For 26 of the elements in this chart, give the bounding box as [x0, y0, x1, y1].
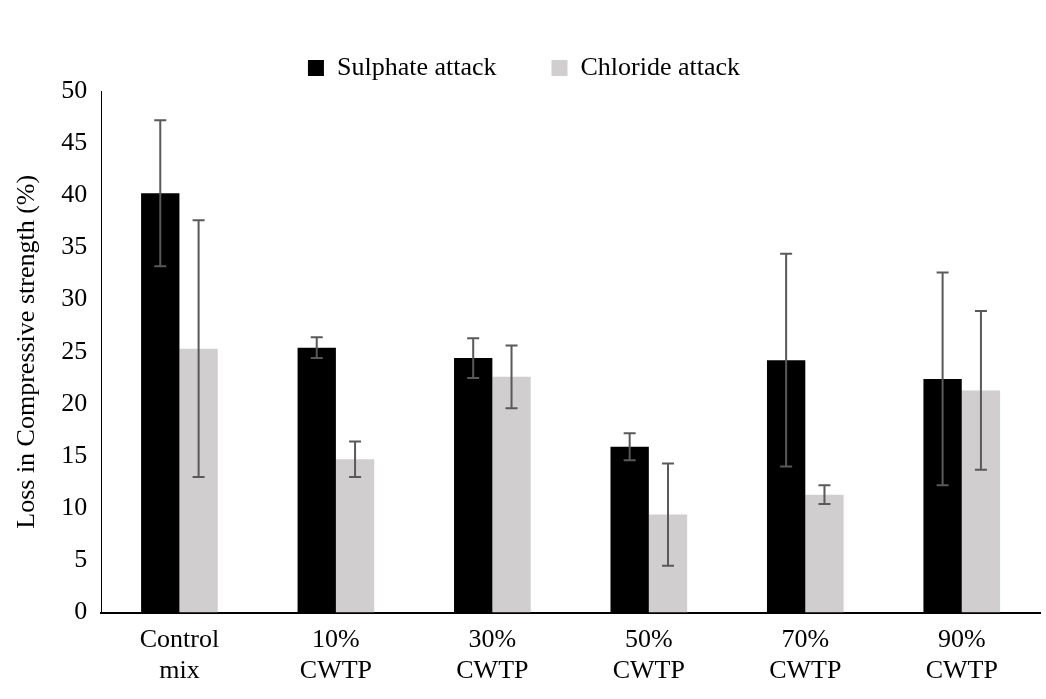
bar: [335, 459, 375, 613]
legend-label: Sulphate attack: [336, 51, 497, 81]
bar: [961, 390, 1001, 613]
x-tick-label: 50% CWTP: [612, 624, 685, 685]
y-tick-label: 40: [61, 179, 88, 209]
y-tick-label: 20: [61, 387, 88, 417]
y-tick-label: 15: [61, 439, 88, 469]
y-tick-label: 45: [61, 126, 88, 156]
legend-label: Chloride attack: [580, 51, 741, 81]
y-axis-title: Loss in Compressive strength (%): [11, 174, 41, 529]
bar: [179, 348, 218, 613]
x-tick-label: Control mix: [139, 624, 220, 685]
y-tick-label: 50: [61, 74, 88, 104]
x-tick-label: 90% CWTP: [925, 624, 998, 685]
y-tick-label: 25: [61, 335, 88, 365]
bar: [492, 376, 531, 613]
y-tick-label: 0: [74, 596, 88, 626]
x-tick-label: 70% CWTP: [769, 624, 842, 685]
y-tick-label: 5: [74, 544, 88, 574]
y-tick-label: 35: [61, 231, 88, 261]
y-tick-label: 10: [61, 492, 88, 522]
y-tick-label: 30: [61, 283, 88, 313]
x-tick-label: 30% CWTP: [456, 624, 529, 685]
bar: [805, 494, 844, 613]
bar: [648, 514, 688, 613]
x-tick-label: 10% CWTP: [299, 624, 373, 685]
